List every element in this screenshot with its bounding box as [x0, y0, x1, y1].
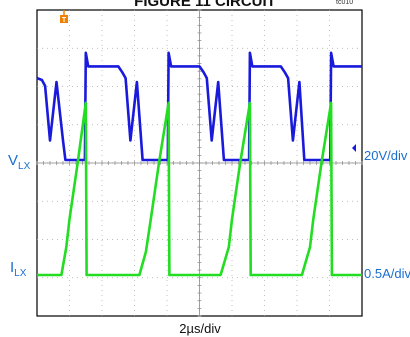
vlx-label-main: V: [8, 152, 18, 169]
trigger-box: [60, 15, 68, 23]
ilx-label-main: I: [10, 259, 14, 276]
ilx-label: ILX: [10, 259, 27, 279]
ilx-label-sub: LX: [14, 268, 27, 279]
vlx-label-sub: LX: [18, 161, 31, 172]
vlx-label: VLX: [8, 152, 31, 172]
vlx-offset-marker: [352, 144, 356, 152]
figure-code: tc010: [336, 0, 353, 6]
x-axis-label: 2µs/div: [179, 321, 221, 336]
chart-title: FIGURE 11 CIRCUIT: [134, 0, 276, 10]
ilx-trace: [37, 101, 362, 277]
traces: [36, 51, 362, 277]
vlx-scale-label: 20V/div: [364, 148, 408, 163]
ilx-scale-label: 0.5A/div: [364, 266, 410, 281]
trigger-label: T: [62, 17, 67, 24]
vlx-trace: [36, 51, 362, 162]
trigger-marker: T: [60, 10, 68, 24]
grid: [36, 9, 363, 317]
